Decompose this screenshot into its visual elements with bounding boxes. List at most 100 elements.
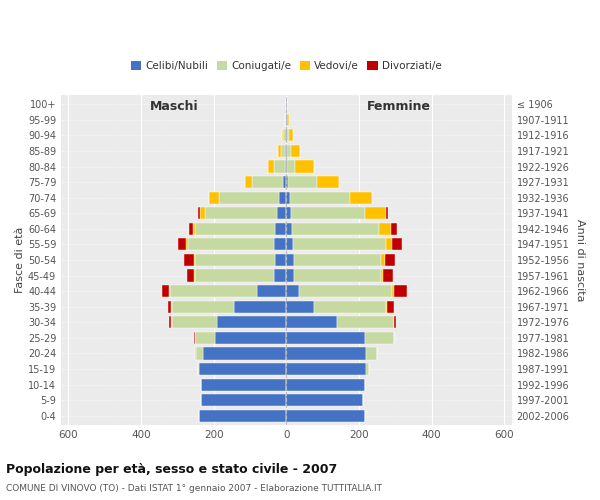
Bar xyxy=(367,348,377,360)
Bar xyxy=(286,378,365,390)
Text: Femmine: Femmine xyxy=(367,100,431,112)
Bar xyxy=(196,332,215,344)
Bar xyxy=(350,192,372,203)
Bar xyxy=(245,176,252,188)
Bar xyxy=(379,223,391,235)
Bar xyxy=(291,207,365,220)
Bar xyxy=(196,348,203,360)
Bar xyxy=(274,238,286,250)
Bar xyxy=(285,145,286,157)
Bar xyxy=(286,394,362,406)
Bar xyxy=(286,254,293,266)
Bar xyxy=(383,270,393,281)
Bar xyxy=(392,285,394,297)
Bar xyxy=(337,316,394,328)
Bar xyxy=(292,223,379,235)
Bar xyxy=(195,332,196,344)
Bar xyxy=(194,332,195,344)
Bar xyxy=(381,254,385,266)
Bar xyxy=(200,207,205,220)
Bar xyxy=(169,285,170,297)
Bar xyxy=(275,223,286,235)
Bar xyxy=(286,300,314,313)
Bar xyxy=(288,176,317,188)
Bar xyxy=(293,238,386,250)
Bar xyxy=(252,176,283,188)
Bar xyxy=(391,223,397,235)
Bar xyxy=(198,207,200,220)
Bar xyxy=(193,223,196,235)
Bar xyxy=(186,238,188,250)
Bar xyxy=(317,176,339,188)
Text: Popolazione per età, sesso e stato civile - 2007: Popolazione per età, sesso e stato civil… xyxy=(6,462,337,475)
Bar xyxy=(169,316,171,328)
Text: COMUNE DI VINOVO (TO) - Dati ISTAT 1° gennaio 2007 - Elaborazione TUTTITALIA.IT: COMUNE DI VINOVO (TO) - Dati ISTAT 1° ge… xyxy=(6,484,382,493)
Bar xyxy=(394,316,397,328)
Bar xyxy=(167,300,171,313)
Bar xyxy=(215,332,286,344)
Bar xyxy=(381,270,383,281)
Bar xyxy=(286,207,291,220)
Bar xyxy=(287,130,289,141)
Bar xyxy=(388,300,394,313)
Bar xyxy=(279,192,286,203)
Bar xyxy=(286,270,295,281)
Bar xyxy=(233,300,286,313)
Bar xyxy=(286,363,367,375)
Bar xyxy=(203,348,286,360)
Bar xyxy=(286,176,288,188)
Bar xyxy=(286,348,367,360)
Bar xyxy=(196,270,274,281)
Bar xyxy=(287,145,291,157)
Text: Maschi: Maschi xyxy=(149,100,198,112)
Bar xyxy=(293,254,381,266)
Bar xyxy=(367,363,368,375)
Bar xyxy=(199,363,286,375)
Bar xyxy=(170,285,257,297)
Bar xyxy=(286,145,287,157)
Bar xyxy=(289,130,293,141)
Bar xyxy=(284,160,286,172)
Bar xyxy=(172,316,217,328)
Bar xyxy=(365,332,394,344)
Bar xyxy=(163,285,169,297)
Bar xyxy=(178,238,186,250)
Bar xyxy=(196,223,275,235)
Bar xyxy=(386,238,392,250)
Bar xyxy=(201,394,286,406)
Bar xyxy=(286,192,290,203)
Legend: Celibi/Nubili, Coniugati/e, Vedovi/e, Divorziati/e: Celibi/Nubili, Coniugati/e, Vedovi/e, Di… xyxy=(127,57,446,76)
Bar xyxy=(299,285,392,297)
Bar xyxy=(392,238,403,250)
Bar xyxy=(171,316,172,328)
Bar xyxy=(286,130,287,141)
Bar xyxy=(274,270,286,281)
Bar xyxy=(290,192,350,203)
Bar xyxy=(278,145,281,157)
Bar xyxy=(394,285,407,297)
Bar xyxy=(277,207,286,220)
Bar xyxy=(184,254,194,266)
Bar xyxy=(295,270,381,281)
Bar xyxy=(197,363,199,375)
Bar xyxy=(171,300,172,313)
Bar xyxy=(187,270,194,281)
Bar xyxy=(268,160,274,172)
Bar xyxy=(189,223,193,235)
Bar xyxy=(285,114,286,126)
Bar xyxy=(286,238,293,250)
Bar xyxy=(285,130,286,141)
Bar xyxy=(201,378,286,390)
Bar xyxy=(286,160,287,172)
Bar xyxy=(286,316,337,328)
Bar xyxy=(199,410,286,422)
Bar xyxy=(295,160,314,172)
Bar xyxy=(188,238,274,250)
Bar xyxy=(287,160,295,172)
Bar xyxy=(386,207,388,220)
Bar xyxy=(286,285,299,297)
Bar xyxy=(283,130,285,141)
Y-axis label: Fasce di età: Fasce di età xyxy=(15,227,25,293)
Bar xyxy=(217,316,286,328)
Bar xyxy=(194,254,196,266)
